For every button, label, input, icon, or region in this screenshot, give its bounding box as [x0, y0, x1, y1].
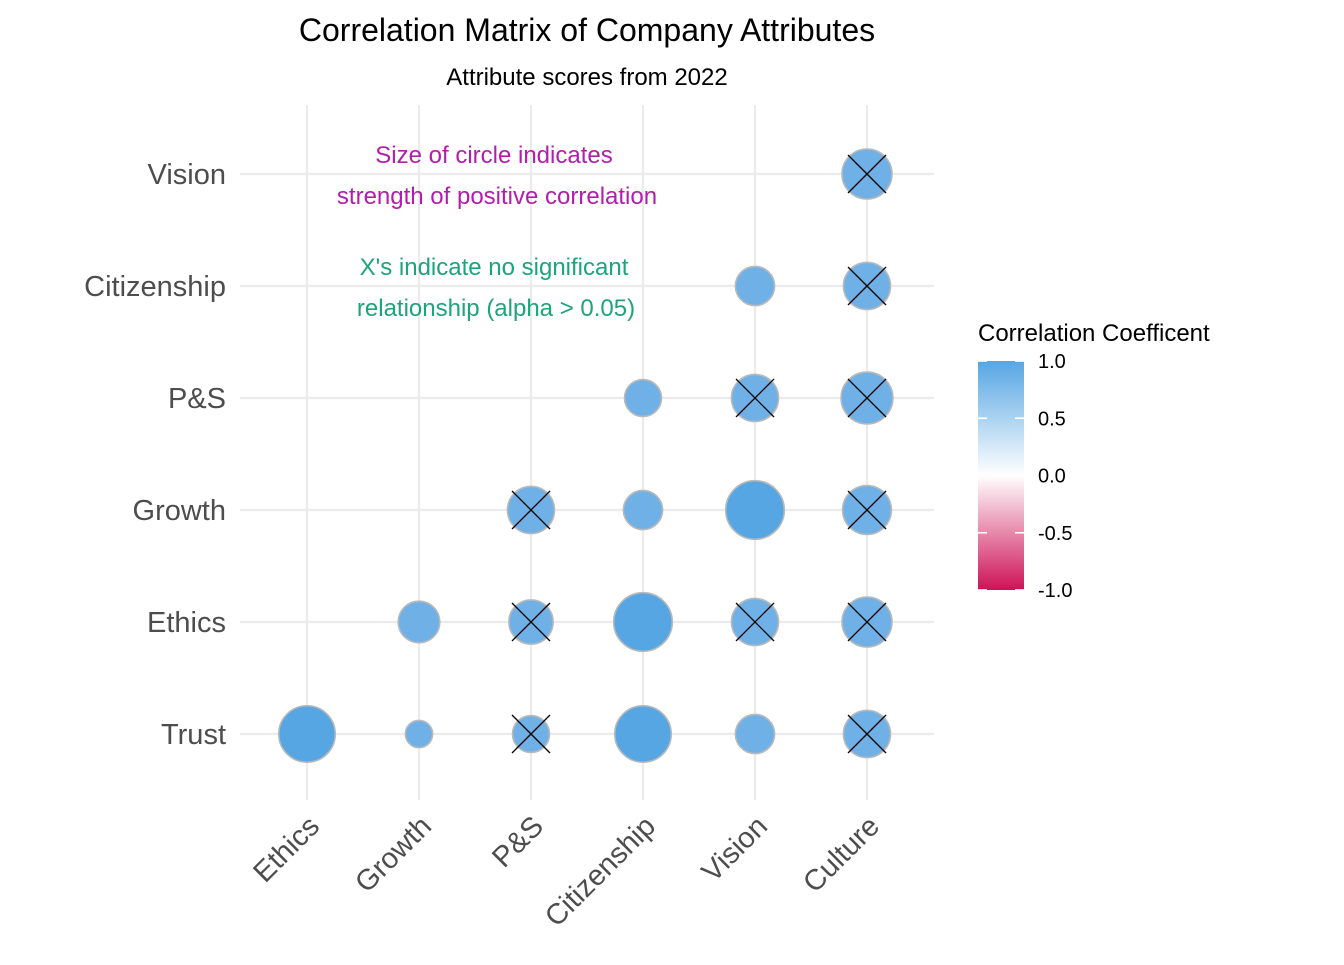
not-significant-cross-line — [511, 714, 551, 754]
x-tick-label-growth: Growth — [349, 810, 438, 899]
not-significant-cross-line — [847, 266, 887, 306]
point-culture-ethics — [841, 596, 893, 648]
legend-tick-label-3: -0.5 — [1038, 523, 1072, 545]
point-circle — [734, 713, 776, 755]
point-circle — [724, 479, 786, 541]
points-layer — [277, 148, 894, 764]
grid-lines — [240, 105, 934, 800]
point-vision-ethics — [730, 597, 780, 647]
legend-title: Correlation Coefficent — [978, 320, 1210, 347]
point-circle — [622, 489, 664, 531]
annotation-circle-size-line-1: Size of circle indicates — [375, 142, 612, 169]
not-significant-cross-line — [847, 378, 887, 418]
annotation-circle-size: Size of circle indicates strength of pos… — [337, 142, 657, 210]
not-significant-cross-line — [735, 602, 775, 642]
not-significant-cross-line — [847, 154, 887, 194]
point-circle — [623, 378, 663, 418]
point-culture-vision — [841, 148, 893, 200]
y-tick-label-vision: Vision — [148, 159, 226, 191]
chart-subtitle: Attribute scores from 2022 — [446, 64, 727, 91]
chart-title: Correlation Matrix of Company Attributes — [299, 12, 875, 48]
point-vision-citizenship — [734, 265, 776, 307]
point-culture-citizenship — [842, 261, 892, 311]
x-tick-label-ethics: Ethics — [247, 810, 325, 888]
not-significant-cross-line — [847, 490, 887, 530]
point-pands-ethics — [508, 599, 554, 645]
y-tick-label-ethics: Ethics — [147, 607, 226, 639]
point-culture-growth — [841, 484, 893, 536]
y-tick-label-citizenship: Citizenship — [84, 271, 226, 303]
point-circle — [613, 704, 673, 764]
point-circle — [734, 265, 776, 307]
point-vision-trust — [734, 713, 776, 755]
point-culture-pands — [840, 371, 894, 425]
not-significant-cross-line — [511, 602, 551, 642]
x-tick-label-culture: Culture — [797, 810, 886, 899]
not-significant-cross-line — [735, 378, 775, 418]
point-circle — [397, 600, 441, 644]
point-pands-trust — [511, 714, 551, 754]
point-growth-ethics — [397, 600, 441, 644]
point-ethics-trust — [277, 704, 337, 764]
legend-ticks: 1.0 0.5 0.0 -0.5 -1.0 — [978, 351, 1072, 602]
annotation-circle-size-line-2: strength of positive correlation — [337, 183, 657, 210]
not-significant-cross-line — [847, 602, 887, 642]
point-citizenship-pands — [623, 378, 663, 418]
point-growth-trust — [404, 719, 434, 749]
legend-tick-label-4: -1.0 — [1038, 580, 1072, 602]
x-tick-label-citizenship: Citizenship — [539, 810, 662, 933]
x-tick-label-vision: Vision — [696, 810, 774, 888]
point-pands-growth — [506, 485, 556, 535]
legend-tick-label-0: 1.0 — [1038, 351, 1066, 373]
x-tick-label-pands: P&S — [486, 810, 550, 874]
point-vision-pands — [730, 373, 780, 423]
point-citizenship-ethics — [612, 591, 674, 653]
y-tick-label-trust: Trust — [161, 719, 226, 751]
point-circle — [612, 591, 674, 653]
point-citizenship-growth — [622, 489, 664, 531]
legend-tick-label-2: 0.0 — [1038, 466, 1066, 488]
not-significant-cross-line — [511, 490, 551, 530]
legend-tick-label-1: 0.5 — [1038, 408, 1066, 430]
y-tick-label-growth: Growth — [133, 495, 226, 527]
legend: Correlation Coefficent 1.0 0.5 0.0 -0.5 -1.0 — [978, 320, 1210, 602]
annotation-x-significance-line-2: relationship (alpha > 0.05) — [357, 295, 635, 322]
point-citizenship-trust — [613, 704, 673, 764]
point-culture-trust — [842, 709, 892, 759]
annotation-x-significance-line-1: X's indicate no significant — [360, 254, 629, 281]
point-vision-growth — [724, 479, 786, 541]
y-tick-label-pands: P&S — [168, 383, 226, 415]
point-circle — [277, 704, 337, 764]
point-circle — [404, 719, 434, 749]
y-axis-tick-labels: Trust Ethics Growth P&S Citizenship Vision — [84, 159, 226, 751]
annotation-x-significance: X's indicate no significant relationship… — [357, 254, 635, 322]
not-significant-cross-line — [847, 714, 887, 754]
